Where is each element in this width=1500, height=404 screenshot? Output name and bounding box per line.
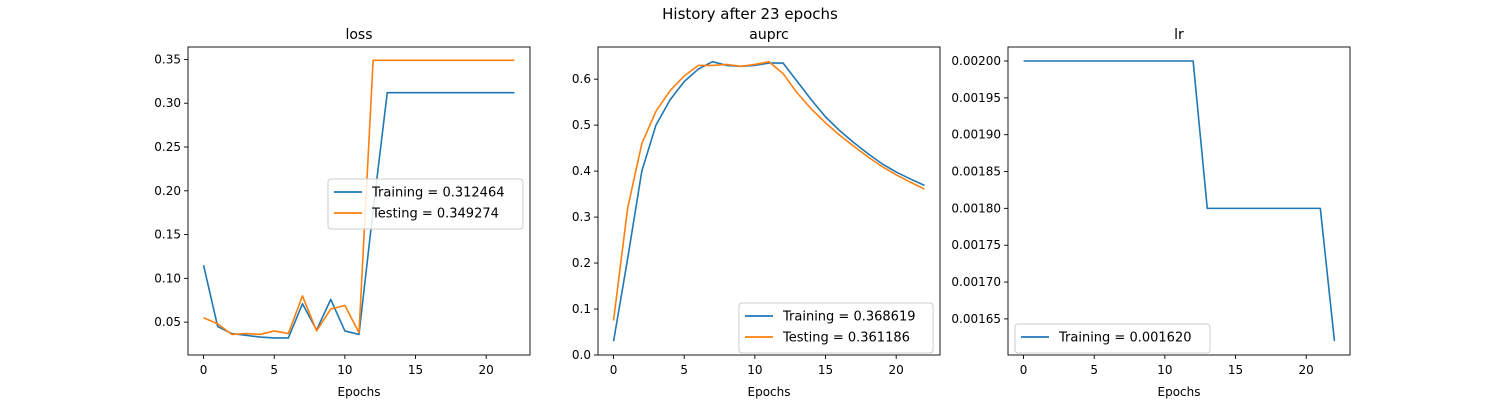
y-tick-label: 0.20	[154, 184, 181, 198]
series-line-0	[202, 91, 515, 339]
x-tick-label: 20	[889, 363, 904, 377]
y-tick-label: 0.0	[572, 348, 591, 362]
x-tick-label: 0	[1020, 363, 1028, 377]
legend-label-1: Testing = 0.349274	[371, 207, 499, 222]
y-tick-label: 0.4	[572, 164, 591, 178]
x-tick-label: 5	[680, 363, 688, 377]
series-line-1	[612, 60, 925, 321]
y-tick-label: 0.00200	[951, 54, 1001, 68]
series-line-0	[612, 60, 925, 342]
y-tick-label: 0.6	[572, 72, 591, 86]
chart-title: loss	[345, 27, 372, 43]
y-tick-label: 0.00170	[951, 275, 1001, 289]
legend-label-0: Training = 0.368619	[782, 310, 915, 325]
y-tick-label: 0.05	[154, 315, 181, 329]
y-tick-label: 0.25	[154, 140, 181, 154]
chart-panel-auprc: auprc 0 5 10 15 20 0.0 0.1 0.2 0.3 0.4 0.5 0.6 Epochs…	[572, 27, 941, 399]
x-axis-label: Epochs	[338, 385, 381, 399]
y-tick-label: 0.2	[572, 256, 591, 270]
axes-frame	[187, 46, 531, 356]
x-tick-label: 0	[610, 363, 618, 377]
x-axis-label: Epochs	[1158, 385, 1201, 399]
chart-panel-lr: lr 0 5 10 15 20 0.00165 0.00170 0.00175 0.00180 0.…	[951, 27, 1351, 399]
legend: Training = 0.312464 Testing = 0.349274	[327, 178, 524, 230]
y-tick-label: 0.00165	[951, 312, 1001, 326]
chart-title: lr	[1174, 27, 1184, 43]
legend-label-0: Training = 0.312464	[371, 186, 504, 201]
legend-box	[738, 302, 934, 354]
series-line-1	[203, 59, 515, 336]
x-tick-label: 15	[1228, 363, 1243, 377]
series-line-0	[1023, 60, 1336, 342]
legend: Training = 0.001620	[1014, 323, 1211, 354]
y-tick-label: 0.3	[572, 210, 591, 224]
axes-frame	[597, 46, 941, 356]
y-tick-label: 0.15	[154, 228, 181, 242]
legend-box	[327, 178, 524, 230]
legend: Training = 0.368619 Testing = 0.361186	[738, 302, 934, 354]
chart-panel-loss: loss 0 5 10 15 20 0.05 0.10 0.15 0.20 0.25 0.30 0.35…	[154, 27, 531, 399]
y-tick-label: 0.00195	[951, 91, 1001, 105]
legend-label-0: Training = 0.001620	[1058, 331, 1191, 346]
y-tick-label: 0.1	[572, 302, 591, 316]
y-tick-label: 0.35	[154, 52, 181, 66]
y-tick-label: 0.00190	[951, 128, 1001, 142]
axes-frame	[1007, 46, 1351, 356]
x-tick-label: 5	[270, 363, 278, 377]
x-axis-label: Epochs	[748, 385, 791, 399]
y-tick-label: 0.10	[154, 271, 181, 285]
chart-title: auprc	[749, 27, 788, 43]
x-tick-label: 10	[747, 363, 762, 377]
x-tick-label: 20	[1299, 363, 1314, 377]
legend-label-1: Testing = 0.361186	[782, 331, 910, 346]
x-tick-label: 5	[1090, 363, 1098, 377]
x-tick-label: 10	[337, 363, 352, 377]
legend-box	[1014, 323, 1211, 354]
x-tick-label: 15	[818, 363, 833, 377]
figure-title: History after 23 epochs	[662, 5, 838, 23]
y-tick-label: 0.5	[572, 118, 591, 132]
x-tick-label: 20	[479, 363, 494, 377]
y-tick-label: 0.30	[154, 96, 181, 110]
y-tick-label: 0.00180	[951, 201, 1001, 215]
x-tick-label: 15	[408, 363, 423, 377]
x-tick-label: 10	[1157, 363, 1172, 377]
y-tick-label: 0.00185	[951, 165, 1001, 179]
x-tick-label: 0	[200, 363, 208, 377]
y-tick-label: 0.00175	[951, 238, 1001, 252]
